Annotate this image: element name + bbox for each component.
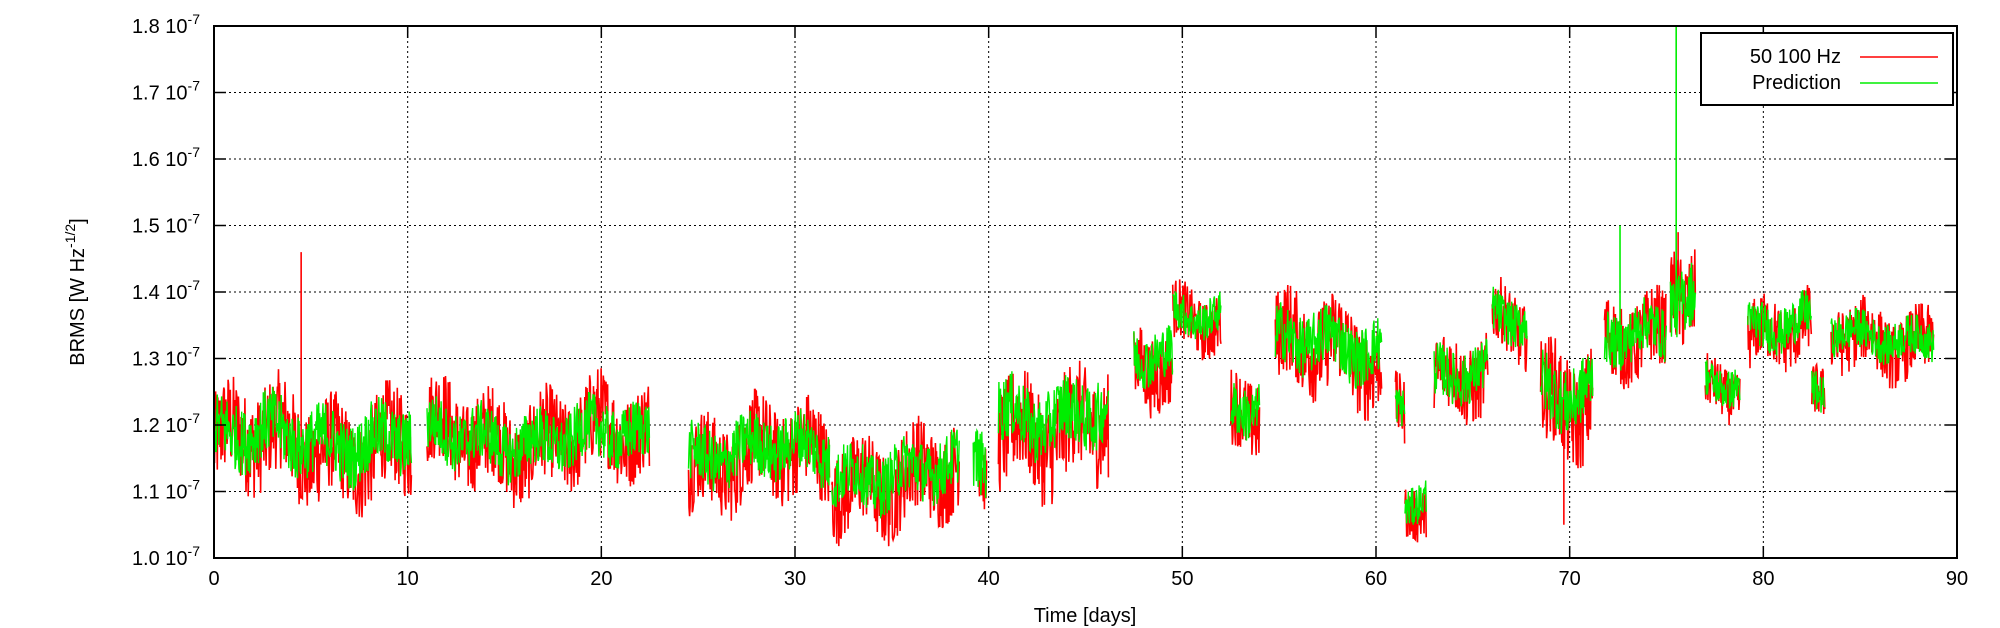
y-tick-label: 1.7 10-7 xyxy=(132,78,200,105)
y-tick-label: 1.6 10-7 xyxy=(132,144,200,171)
series-line xyxy=(426,391,651,486)
x-tick-label: 70 xyxy=(1559,568,1581,590)
x-tick-label: 60 xyxy=(1365,568,1387,590)
y-axis-title-main: BRMS [W Hz xyxy=(67,248,89,366)
series-line xyxy=(1491,286,1528,348)
series-line xyxy=(1274,302,1383,389)
x-axis-tick-labels: 0 10 20 30 40 50 60 70 80 90 xyxy=(208,568,1968,590)
x-tick-label: 20 xyxy=(590,568,612,590)
y-tick-label: 1.5 10-7 xyxy=(132,211,200,238)
series-line xyxy=(1669,262,1696,338)
x-tick-label: 0 xyxy=(208,568,219,590)
series-line xyxy=(1811,370,1826,413)
x-tick-label: 90 xyxy=(1946,568,1968,590)
series-line xyxy=(213,386,413,491)
series-line xyxy=(1704,360,1741,409)
series-line xyxy=(1603,297,1667,371)
legend-label-series-1: 50 100 Hz xyxy=(1750,46,1841,68)
x-tick-label: 50 xyxy=(1171,568,1193,590)
y-axis-title-exponent: -1/2 xyxy=(62,224,78,248)
series-line xyxy=(1404,480,1427,525)
y-axis-tick-labels: 1.0 10-7 1.1 10-7 1.2 10-7 1.3 10-7 1.4 10-7… xyxy=(132,11,200,570)
y-axis-title-close: ] xyxy=(67,218,89,224)
series-line xyxy=(1539,349,1594,434)
plot-area xyxy=(213,26,1935,547)
x-tick-label: 40 xyxy=(978,568,1000,590)
series-line xyxy=(831,429,960,520)
legend: 50 100 Hz Prediction xyxy=(1700,32,1954,106)
series-line xyxy=(997,371,1110,464)
y-tick-label: 1.0 10-7 xyxy=(132,543,200,570)
y-tick-label: 1.4 10-7 xyxy=(132,277,200,304)
x-axis-title: Time [days] xyxy=(1034,605,1137,627)
y-tick-label: 1.2 10-7 xyxy=(132,410,200,437)
series-line xyxy=(972,428,988,499)
y-tick-label: 1.1 10-7 xyxy=(132,477,200,504)
x-tick-label: 30 xyxy=(784,568,806,590)
series-line xyxy=(1133,325,1174,390)
series-line xyxy=(1394,389,1406,427)
series-line xyxy=(1230,383,1261,441)
series-line xyxy=(1747,290,1812,356)
legend-label-series-2: Prediction xyxy=(1752,72,1841,94)
y-tick-label: 1.3 10-7 xyxy=(132,344,200,371)
grid xyxy=(214,26,1957,558)
x-tick-label: 80 xyxy=(1752,568,1774,590)
x-tick-label: 10 xyxy=(397,568,419,590)
series-line xyxy=(831,415,960,547)
series-line xyxy=(1172,291,1222,341)
series-line xyxy=(1394,370,1406,444)
series-line xyxy=(1830,307,1935,365)
series-line xyxy=(1433,338,1489,407)
y-axis-title: BRMS [W Hz-1/2] xyxy=(62,218,89,365)
legend-box xyxy=(1700,32,1954,106)
series-2 xyxy=(213,26,1935,525)
series-line xyxy=(687,408,831,492)
series-line xyxy=(687,388,831,521)
y-tick-label: 1.8 10-7 xyxy=(132,11,200,38)
